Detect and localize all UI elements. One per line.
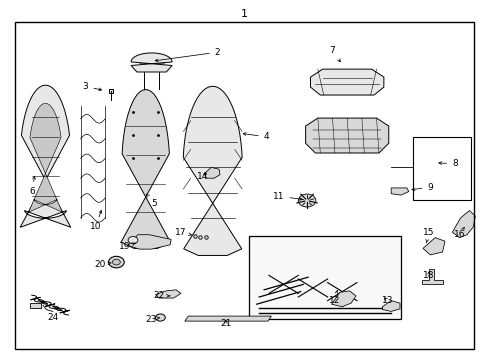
Text: 3: 3: [82, 82, 102, 91]
Text: 23: 23: [144, 315, 159, 324]
Text: 22: 22: [153, 292, 170, 300]
Text: 16: 16: [453, 227, 465, 239]
Circle shape: [155, 314, 165, 321]
Text: 20: 20: [94, 260, 111, 269]
Text: 4: 4: [243, 132, 269, 141]
Bar: [249, 236, 400, 319]
Bar: [30, 303, 41, 308]
Polygon shape: [131, 53, 172, 72]
Polygon shape: [128, 235, 171, 249]
Circle shape: [112, 259, 120, 265]
Polygon shape: [422, 238, 444, 255]
Text: 7: 7: [329, 46, 340, 62]
Polygon shape: [310, 69, 383, 95]
Polygon shape: [28, 103, 62, 212]
Text: 2: 2: [155, 48, 220, 62]
Text: 24: 24: [47, 307, 59, 322]
Text: 15: 15: [422, 228, 434, 242]
Circle shape: [128, 237, 138, 244]
Polygon shape: [184, 316, 271, 321]
Polygon shape: [155, 290, 181, 298]
Polygon shape: [121, 90, 170, 248]
Text: 10: 10: [89, 210, 102, 231]
Text: 11: 11: [272, 192, 302, 201]
Text: 13: 13: [381, 296, 393, 305]
Polygon shape: [20, 85, 71, 227]
Circle shape: [298, 194, 315, 207]
Text: 12: 12: [328, 291, 340, 305]
Circle shape: [108, 256, 124, 268]
Polygon shape: [382, 301, 399, 311]
Text: 9: 9: [411, 183, 432, 192]
Polygon shape: [331, 291, 355, 307]
Polygon shape: [451, 211, 474, 238]
Text: 14: 14: [197, 172, 208, 181]
Polygon shape: [390, 188, 408, 195]
Text: 18: 18: [422, 271, 434, 280]
Text: 1: 1: [241, 9, 247, 19]
Text: 8: 8: [438, 159, 457, 168]
Text: 19: 19: [119, 242, 136, 251]
Bar: [412, 137, 470, 200]
Text: 6: 6: [29, 176, 35, 196]
Text: 21: 21: [220, 320, 231, 328]
Text: 5: 5: [146, 194, 157, 208]
Polygon shape: [305, 118, 388, 153]
Polygon shape: [183, 86, 242, 256]
Text: 17: 17: [175, 228, 192, 237]
Polygon shape: [204, 167, 220, 178]
Polygon shape: [421, 269, 442, 284]
